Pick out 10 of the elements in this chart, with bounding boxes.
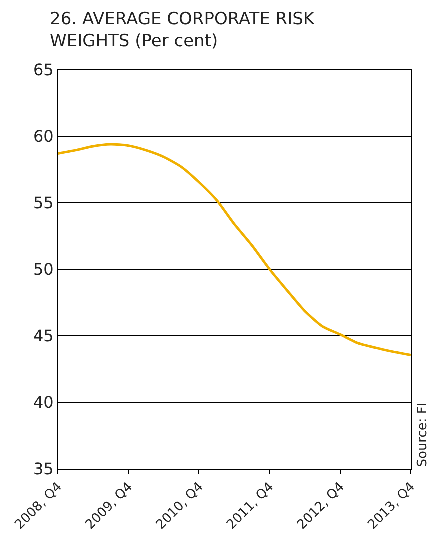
y-tick-label: 60 [33, 127, 54, 146]
y-tick-label: 40 [33, 393, 54, 412]
y-tick-label: 50 [33, 260, 54, 280]
y-tick-label: 45 [33, 326, 54, 346]
chart-title: 26. AVERAGE CORPORATE RISK WEIGHTS (Per cent) [50, 10, 316, 52]
y-tick-label: 55 [33, 194, 54, 213]
y-tick-label: 65 [33, 60, 54, 80]
line-series [58, 143, 411, 357]
source-note: Source: FI [415, 402, 430, 468]
y-tick-label: 35 [33, 460, 54, 479]
